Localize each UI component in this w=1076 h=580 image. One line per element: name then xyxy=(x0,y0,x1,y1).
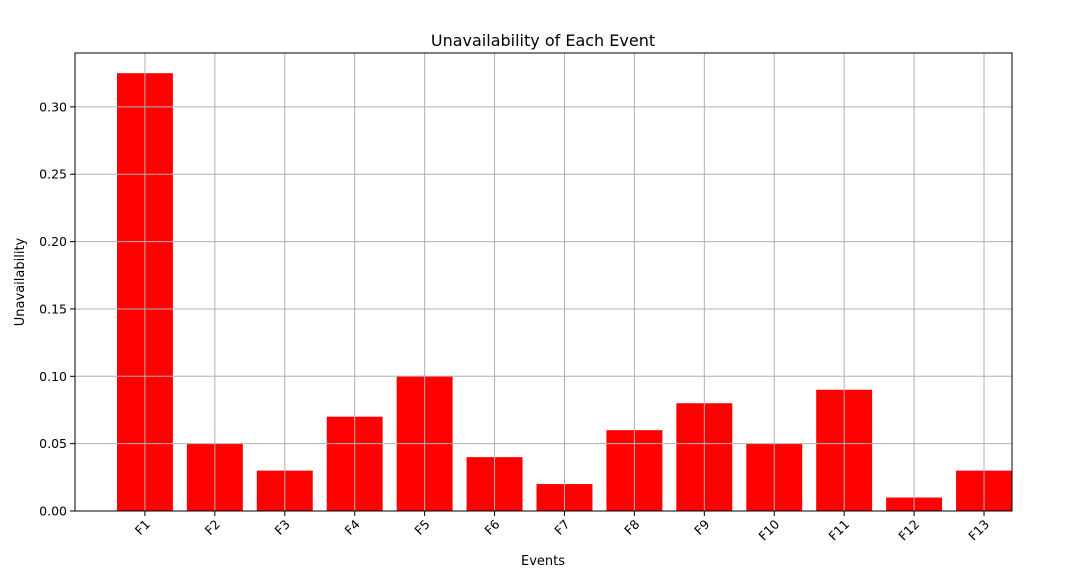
x-tick-label: F12 xyxy=(895,517,922,544)
x-tick-label: F5 xyxy=(411,517,432,538)
y-tick-label: 0.10 xyxy=(39,369,67,384)
y-tick-label: 0.05 xyxy=(39,436,67,451)
x-tick-label: F3 xyxy=(272,517,293,538)
plot-frame xyxy=(74,52,1013,512)
x-tick-label: F7 xyxy=(551,517,572,538)
x-tick-label: F4 xyxy=(341,516,362,537)
x-axis-label: Events xyxy=(521,554,565,569)
chart-title: Unavailability of Each Event xyxy=(431,31,655,50)
x-tick-label: F13 xyxy=(965,517,992,544)
x-tick-label: F10 xyxy=(755,516,782,543)
y-tick-label: 0.25 xyxy=(39,167,67,182)
y-tick-label: 0.15 xyxy=(39,301,67,316)
x-tick-label: F6 xyxy=(481,516,502,537)
x-tick-label: F2 xyxy=(202,517,223,538)
x-tick-label: F9 xyxy=(691,516,712,537)
y-tick-label: 0.20 xyxy=(39,234,67,249)
x-tick-label: F11 xyxy=(825,517,852,544)
y-tick-label: 0.30 xyxy=(39,99,67,114)
y-tick-label: 0.00 xyxy=(39,504,67,519)
plot-area: F1 F2 F3 F4 F5 F6 F7 F8 F9 F10 F11 F12 F13 0.00 0.05 0.… xyxy=(39,52,1013,544)
x-tick-label: F8 xyxy=(621,516,642,537)
y-axis-label: Unavailability xyxy=(13,237,28,326)
x-tick-label: F1 xyxy=(132,517,153,538)
